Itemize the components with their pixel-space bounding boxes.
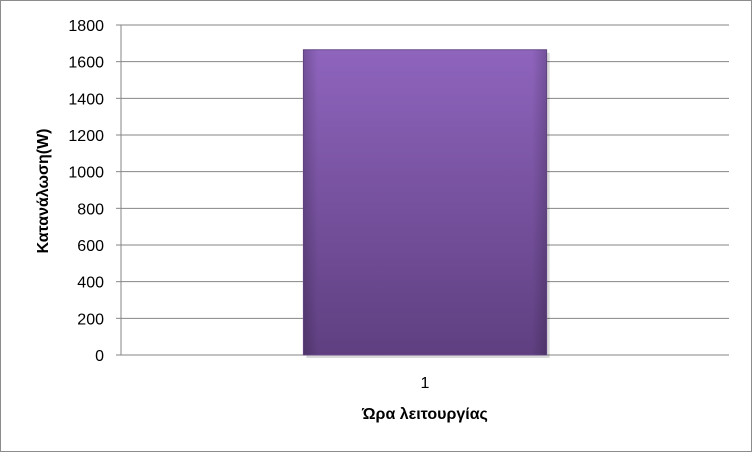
x-tick-label: 1 — [421, 375, 430, 392]
y-tick-label: 1400 — [68, 91, 104, 108]
y-tick-label: 600 — [77, 238, 104, 255]
y-axis-title: Κατανάλωση(W) — [35, 129, 52, 254]
x-tick-labels: 1 — [421, 375, 430, 392]
y-tick-label: 1600 — [68, 55, 104, 72]
bar-group — [302, 49, 550, 358]
bar-bevel — [303, 49, 547, 355]
y-tick-label: 1200 — [68, 128, 104, 145]
y-tick-label: 1800 — [68, 18, 104, 35]
bars — [302, 49, 550, 358]
y-tick-labels: 0 200 400 600 800 1000 1200 1400 1600 1800 — [68, 18, 104, 365]
y-tick-label: 1000 — [68, 165, 104, 182]
y-tick-label: 200 — [77, 311, 104, 328]
x-axis-title: Ώρα λειτουργίας — [361, 406, 488, 423]
y-tick-label: 0 — [95, 348, 104, 365]
y-tick-label: 800 — [77, 201, 104, 218]
y-tick-label: 400 — [77, 275, 104, 292]
